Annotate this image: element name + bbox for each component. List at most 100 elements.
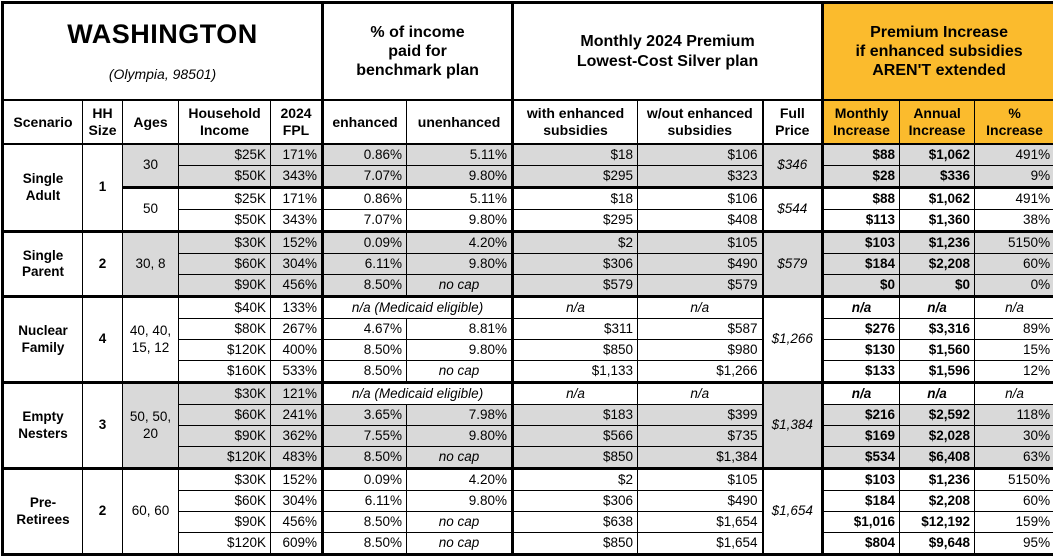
cell-unenhanced-pct: 9.80% bbox=[407, 426, 513, 447]
cell-pct-increase: 60% bbox=[975, 491, 1053, 512]
cell-fpl: 152% bbox=[271, 232, 323, 254]
cell-pct-increase: 0% bbox=[975, 275, 1053, 297]
cell-monthly-increase: $113 bbox=[823, 210, 900, 232]
cell-without-subsidies: $1,266 bbox=[638, 361, 763, 383]
cell-with-subsidies: $295 bbox=[513, 210, 638, 232]
cell-annual-increase: $2,208 bbox=[900, 254, 975, 275]
cell-household-income: $90K bbox=[179, 275, 271, 297]
cell-annual-increase: $1,596 bbox=[900, 361, 975, 383]
cell-pct-increase: 159% bbox=[975, 512, 1053, 533]
cell-household-income: $50K bbox=[179, 210, 271, 232]
cell-fpl: 171% bbox=[271, 188, 323, 210]
cell-fpl: 456% bbox=[271, 275, 323, 297]
table-row: Single Adult 1 30 $25K 171% 0.86% 5.11% … bbox=[3, 144, 1053, 166]
table-row: Empty Nesters 3 50, 50, 20 $30K 121% n/a… bbox=[3, 383, 1053, 405]
cell-pct-increase: 491% bbox=[975, 188, 1053, 210]
cell-unenhanced-pct: 5.11% bbox=[407, 144, 513, 166]
cell-pct-increase: 30% bbox=[975, 426, 1053, 447]
cell-without-subsidies: $105 bbox=[638, 232, 763, 254]
cell-with-subsidies: $1,133 bbox=[513, 361, 638, 383]
cell-fpl: 343% bbox=[271, 166, 323, 188]
cell-monthly-increase: $184 bbox=[823, 254, 900, 275]
cell-with-subsidies: $850 bbox=[513, 447, 638, 469]
cell-unenhanced-pct: 8.81% bbox=[407, 319, 513, 340]
table-row: Single Parent 2 30, 8 $30K 152% 0.09% 4.… bbox=[3, 232, 1053, 254]
cell-annual-increase: $1,560 bbox=[900, 340, 975, 361]
header-group-row: WASHINGTON (Olympia, 98501) % of income … bbox=[3, 3, 1053, 101]
cell-without-subsidies: $1,384 bbox=[638, 447, 763, 469]
cell-without-subsidies: $579 bbox=[638, 275, 763, 297]
cell-fpl: 343% bbox=[271, 210, 323, 232]
cell-household-income: $60K bbox=[179, 491, 271, 512]
cell-without-subsidies: $980 bbox=[638, 340, 763, 361]
col-header-pct-increase: % Increase bbox=[975, 100, 1053, 144]
cell-medicaid-na: n/a (Medicaid eligible) bbox=[323, 383, 513, 405]
cell-enhanced-pct: 8.50% bbox=[323, 447, 407, 469]
cell-with-subsidies: $295 bbox=[513, 166, 638, 188]
scenario-cell-single-parent: Single Parent bbox=[3, 232, 83, 297]
cell-pct-increase: n/a bbox=[975, 383, 1053, 405]
cell-medicaid-na: n/a (Medicaid eligible) bbox=[323, 297, 513, 319]
cell-with-subsidies: $311 bbox=[513, 319, 638, 340]
cell-enhanced-pct: 7.07% bbox=[323, 210, 407, 232]
hh-size-cell: 2 bbox=[83, 232, 123, 297]
cell-household-income: $120K bbox=[179, 340, 271, 361]
cell-enhanced-pct: 0.86% bbox=[323, 188, 407, 210]
cell-pct-increase: 95% bbox=[975, 533, 1053, 555]
cell-unenhanced-pct: 9.80% bbox=[407, 210, 513, 232]
cell-fpl: 133% bbox=[271, 297, 323, 319]
cell-pct-increase: 63% bbox=[975, 447, 1053, 469]
col-header-fpl: 2024 FPL bbox=[271, 100, 323, 144]
cell-without-subsidies: $106 bbox=[638, 188, 763, 210]
cell-monthly-increase: $130 bbox=[823, 340, 900, 361]
cell-annual-increase: n/a bbox=[900, 297, 975, 319]
col-header-without-subsidies: w/out enhanced subsidies bbox=[638, 100, 763, 144]
cell-without-subsidies: $490 bbox=[638, 491, 763, 512]
cell-fpl: 483% bbox=[271, 447, 323, 469]
cell-pct-increase: 38% bbox=[975, 210, 1053, 232]
cell-monthly-increase: $88 bbox=[823, 144, 900, 166]
cell-monthly-increase: $28 bbox=[823, 166, 900, 188]
cell-household-income: $160K bbox=[179, 361, 271, 383]
cell-household-income: $60K bbox=[179, 405, 271, 426]
cell-fpl: 171% bbox=[271, 144, 323, 166]
table-row: Nuclear Family 4 40, 40, 15, 12 $40K 133… bbox=[3, 297, 1053, 319]
cell-with-subsidies: n/a bbox=[513, 297, 638, 319]
cell-full-price: $544 bbox=[763, 188, 823, 232]
cell-with-subsidies: $566 bbox=[513, 426, 638, 447]
cell-enhanced-pct: 3.65% bbox=[323, 405, 407, 426]
cell-household-income: $90K bbox=[179, 426, 271, 447]
cell-unenhanced-pct: 5.11% bbox=[407, 188, 513, 210]
cell-annual-increase: $1,360 bbox=[900, 210, 975, 232]
cell-unenhanced-pct: 9.80% bbox=[407, 340, 513, 361]
cell-enhanced-pct: 8.50% bbox=[323, 340, 407, 361]
cell-monthly-increase: $1,016 bbox=[823, 512, 900, 533]
cell-fpl: 241% bbox=[271, 405, 323, 426]
cell-household-income: $90K bbox=[179, 512, 271, 533]
ages-cell: 30 bbox=[123, 144, 179, 188]
cell-without-subsidies: $735 bbox=[638, 426, 763, 447]
cell-unenhanced-pct: 7.98% bbox=[407, 405, 513, 426]
cell-pct-increase: 5150% bbox=[975, 469, 1053, 491]
cell-unenhanced-pct: 4.20% bbox=[407, 469, 513, 491]
cell-fpl: 304% bbox=[271, 491, 323, 512]
ages-cell: 30, 8 bbox=[123, 232, 179, 297]
scenario-cell-empty-nesters: Empty Nesters bbox=[3, 383, 83, 469]
cell-full-price: $579 bbox=[763, 232, 823, 297]
cell-without-subsidies: $106 bbox=[638, 144, 763, 166]
cell-enhanced-pct: 7.55% bbox=[323, 426, 407, 447]
cell-enhanced-pct: 7.07% bbox=[323, 166, 407, 188]
cell-without-subsidies: $323 bbox=[638, 166, 763, 188]
cell-household-income: $40K bbox=[179, 297, 271, 319]
cell-with-subsidies: $306 bbox=[513, 491, 638, 512]
cell-pct-increase: n/a bbox=[975, 297, 1053, 319]
cell-fpl: 400% bbox=[271, 340, 323, 361]
cell-annual-increase: $3,316 bbox=[900, 319, 975, 340]
cell-enhanced-pct: 0.09% bbox=[323, 469, 407, 491]
state-location: (Olympia, 98501) bbox=[8, 66, 317, 83]
hh-size-cell: 4 bbox=[83, 297, 123, 383]
cell-annual-increase: $1,236 bbox=[900, 232, 975, 254]
cell-monthly-increase: $103 bbox=[823, 232, 900, 254]
cell-household-income: $25K bbox=[179, 144, 271, 166]
ages-cell: 50 bbox=[123, 188, 179, 232]
